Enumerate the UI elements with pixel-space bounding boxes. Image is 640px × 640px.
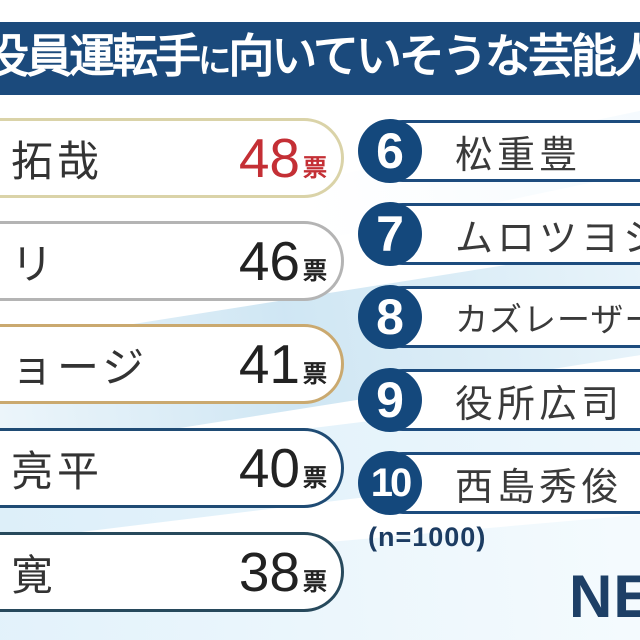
title-segment: 役員運転手 (0, 29, 201, 82)
vote-value: 41 票 (238, 332, 327, 395)
celebrity-name: 西島秀俊 (455, 466, 624, 509)
celebrity-name: カズレーザー (455, 301, 640, 338)
vote-count: 38 (238, 540, 300, 603)
rank-row-5: 寛 38 票 (0, 532, 344, 612)
celebrity-name: リ (11, 240, 58, 288)
page-title: 役員運転手に向いていそうな芸能人 (0, 20, 640, 98)
brand-logo: NE (569, 563, 640, 630)
vote-unit: 票 (303, 154, 327, 182)
vote-count: 48 (238, 126, 300, 189)
vote-count: 41 (238, 332, 300, 395)
celebrity-name: ョージ (11, 343, 149, 391)
celebrity-name: 亮平 (11, 447, 104, 495)
rank-row-4: 亮平 40 票 (0, 428, 344, 508)
rank-row-1: 拓哉 48 票 (0, 118, 344, 198)
rank-number-badge: 8 (358, 285, 422, 349)
vote-value: 38 票 (238, 540, 327, 603)
vote-value: 46 票 (238, 229, 327, 292)
rank-number-badge: 9 (358, 368, 422, 432)
celebrity-name: 役所広司 (455, 383, 624, 426)
celebrity-name: 松重豊 (455, 134, 582, 177)
rank-row-3: ョージ 41 票 (0, 324, 344, 404)
title-particle: に (198, 42, 231, 80)
rank-number-badge: 10 (358, 451, 422, 515)
celebrity-name: 拓哉 (11, 137, 104, 185)
rank-number-badge: 6 (358, 119, 422, 183)
rank-row-2: リ 46 票 (0, 221, 344, 301)
vote-unit: 票 (303, 360, 327, 388)
vote-value: 40 票 (238, 436, 327, 499)
vote-value: 48 票 (238, 126, 327, 189)
vote-count: 40 (238, 436, 300, 499)
celebrity-name: 寛 (11, 551, 58, 599)
vote-unit: 票 (303, 464, 327, 492)
vote-unit: 票 (303, 257, 327, 285)
sample-size-note: (n=1000) (368, 522, 487, 552)
vote-unit: 票 (303, 568, 327, 596)
title-banner: 役員運転手に向いていそうな芸能人 (0, 22, 640, 95)
rank-number-badge: 7 (358, 202, 422, 266)
vote-count: 46 (238, 229, 300, 292)
celebrity-name: ムロツヨシ (455, 217, 640, 260)
title-segment: 向いていそうな芸能人 (228, 29, 640, 82)
